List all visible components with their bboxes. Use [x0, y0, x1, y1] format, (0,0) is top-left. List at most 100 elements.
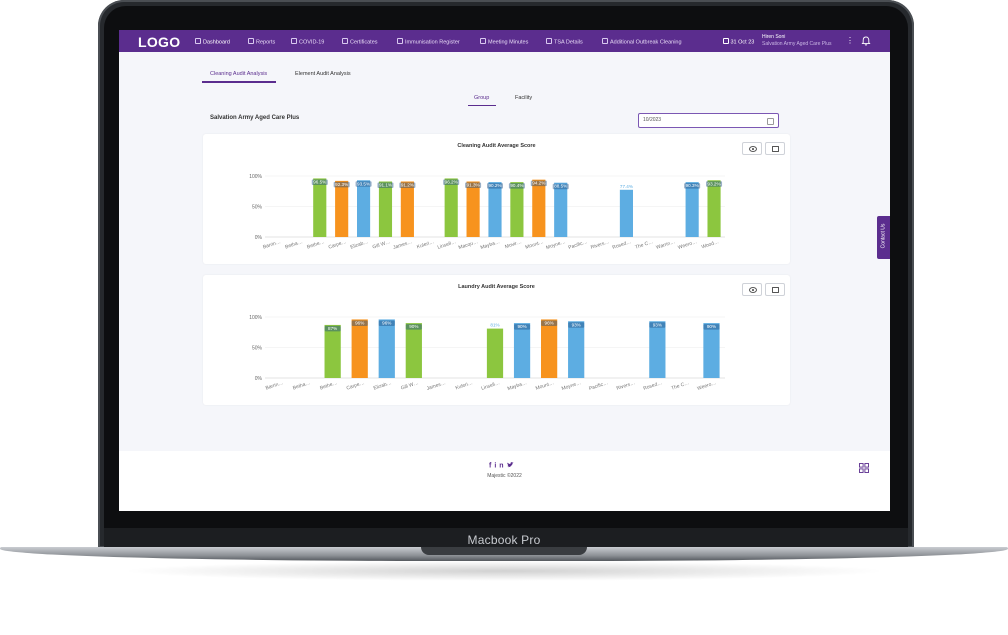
data-label-background [465, 182, 482, 188]
twitter-icon[interactable] [506, 462, 514, 468]
data-label-background [703, 324, 720, 330]
bar [405, 323, 422, 378]
data-label-background [514, 324, 531, 330]
eye-icon [749, 146, 757, 152]
email-button[interactable] [765, 283, 785, 296]
user-name[interactable]: Hiren Soni [762, 34, 786, 40]
bell-icon[interactable] [860, 35, 872, 47]
data-label-background [568, 322, 585, 328]
social-links[interactable]: fin [489, 462, 514, 470]
chart-title: Cleaning Audit Average Score [457, 143, 536, 149]
bar [357, 180, 371, 237]
copyright-text: Majestic ©2022 [487, 473, 522, 479]
current-date: 31 Oct 23 [723, 38, 754, 46]
data-label-background [487, 183, 503, 189]
facility-title: Salvation Army Aged Care Plus [210, 115, 300, 121]
bar [324, 324, 341, 378]
contact-us-label: Contact Us [880, 223, 887, 249]
y-tick-label: 0% [255, 235, 263, 241]
x-tick-label: Carpe… [346, 380, 366, 391]
x-tick-label: Rivers… [590, 239, 610, 251]
bar [649, 321, 666, 378]
nav-tsa-details[interactable]: TSA Details [546, 38, 583, 46]
y-tick-label: 100% [249, 174, 262, 180]
apps-grid-icon[interactable] [859, 463, 869, 473]
cleaning-audit-chart-card: Cleaning Audit Average Score 0% 50% 100% Ba… [203, 134, 790, 264]
data-label-background [706, 181, 723, 187]
x-tick-label: Warrin… [655, 239, 675, 251]
nav-covid[interactable]: COVID-19 [291, 38, 324, 46]
segment-group[interactable]: Group [474, 95, 490, 101]
mail-icon [772, 287, 779, 293]
data-label-background [351, 320, 368, 326]
data-label: 90% [409, 324, 418, 329]
nav-certificates[interactable]: Certificates [342, 38, 378, 46]
data-label-background [649, 322, 666, 328]
x-tick-label: Kuleri… [455, 380, 474, 391]
nav-additional-outbreak-cleaning[interactable]: Additional Outbreak Cleaning [602, 38, 682, 46]
x-tick-label: Mayba… [507, 380, 528, 392]
tab-element-audit-analysis[interactable]: Element Audit Analysis [295, 71, 351, 77]
nav-label: Meeting Minutes [488, 39, 529, 46]
nav-label: Immunisation Register [405, 39, 460, 46]
tab-cleaning-audit-analysis[interactable]: Cleaning Audit Analysis [210, 71, 268, 77]
contact-us-tab[interactable]: Contact Us [877, 216, 890, 259]
more-menu-icon[interactable]: ⋮ [846, 36, 854, 45]
x-tick-label: Mount… [535, 380, 555, 392]
email-button[interactable] [765, 142, 785, 155]
data-label: 88.5% [554, 184, 567, 189]
nav-label: Reports [256, 39, 276, 46]
x-tick-label: Carpe… [328, 239, 348, 250]
laundry-audit-bar-chart: 0% 50% 100% Barrin… Betha… 87% Bethe… 96% Carpe…… [249, 315, 725, 392]
user-organisation[interactable]: Salvation Army Aged Care Plus [762, 41, 832, 47]
x-tick-label: Mayba… [480, 239, 501, 251]
y-tick-label: 50% [252, 345, 263, 351]
nav-immunisation-register[interactable]: Immunisation Register [397, 38, 460, 46]
facebook-icon[interactable]: f [489, 462, 495, 470]
x-tick-label: Bethe… [306, 239, 325, 250]
data-label-background [355, 181, 372, 187]
bar [554, 182, 568, 237]
data-label: 91.3% [467, 182, 480, 187]
data-label: 81% [490, 323, 499, 328]
bar [378, 319, 395, 378]
x-tick-label: Kuleri… [416, 239, 435, 250]
y-tick-label: 50% [252, 204, 263, 210]
view-button[interactable] [742, 142, 762, 155]
nav-label: Certificates [350, 39, 378, 46]
data-label-background [378, 320, 395, 326]
bar [335, 180, 349, 237]
bar [444, 178, 458, 237]
active-tab-indicator [202, 81, 276, 83]
x-tick-label: Barrin… [262, 239, 281, 250]
chart-title: Laundry Audit Average Score [458, 284, 535, 290]
laundry-audit-chart-card: Laundry Audit Average Score 0% 50% 100% Bar… [203, 275, 790, 405]
minutes-icon [480, 38, 486, 44]
y-tick-label: 0% [255, 376, 263, 382]
x-tick-label: Pacific… [568, 239, 589, 251]
app-screen: LOGO Dashboard Reports COVID-19 Certific… [119, 30, 890, 511]
x-tick-label: Macqu… [458, 239, 479, 251]
bar [619, 189, 633, 237]
bar [400, 181, 414, 237]
data-label: 96% [382, 320, 391, 325]
data-label: 93.2% [708, 181, 721, 186]
month-picker-input[interactable]: 10/2023 [638, 113, 779, 128]
x-tick-label: James… [426, 380, 447, 392]
data-label: 93% [653, 322, 662, 327]
calendar-icon[interactable] [767, 117, 774, 125]
cleaning-audit-bar-chart: 0% 50% 100% Barrin… Betha… 96.5% Bethe… 92.3% Ca… [249, 174, 725, 251]
nav-label: Additional Outbreak Cleaning [610, 39, 682, 46]
bar [378, 181, 393, 237]
view-button[interactable] [742, 283, 762, 296]
nav-dashboard[interactable]: Dashboard [195, 38, 230, 46]
x-tick-label: Movir… [504, 239, 522, 250]
logo[interactable]: LOGO [138, 34, 181, 50]
x-tick-label: Gill W… [400, 380, 419, 391]
nav-reports[interactable]: Reports [248, 38, 275, 46]
segment-facility[interactable]: Facility [515, 95, 533, 101]
x-tick-label: Linsell… [437, 239, 457, 251]
linkedin-icon[interactable]: in [494, 462, 507, 470]
nav-meeting-minutes[interactable]: Meeting Minutes [480, 38, 528, 46]
nav-label: COVID-19 [299, 39, 325, 46]
